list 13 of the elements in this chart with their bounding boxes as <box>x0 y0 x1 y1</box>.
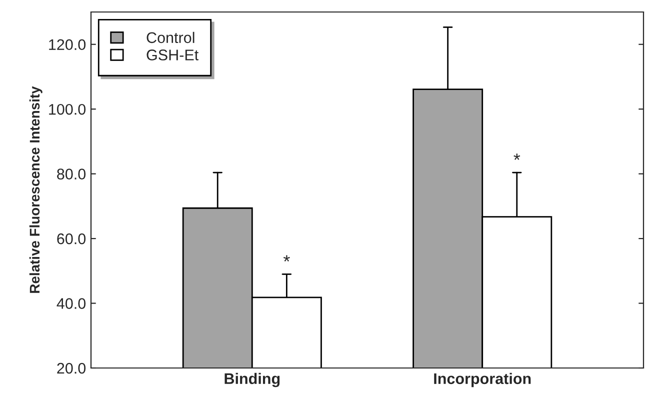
legend-label: GSH-Et <box>146 50 199 60</box>
x-tick-label: Binding <box>224 372 280 388</box>
y-tick-label: 40.0 <box>56 298 86 309</box>
legend-label: Control <box>146 32 194 44</box>
y-tick-label: 60.0 <box>57 233 86 244</box>
y-tick-label: 120.0 <box>49 39 86 50</box>
y-tick-label: 100.0 <box>49 104 86 115</box>
annotation: * <box>514 154 520 160</box>
annotation: * <box>283 255 290 262</box>
y-tick-label: 20.0 <box>57 362 86 374</box>
x-tick-label: Incorporation <box>434 372 531 388</box>
y-axis-title: Relative Fluorescence Intensity <box>29 86 42 293</box>
y-tick-label: 80.0 <box>57 168 86 180</box>
